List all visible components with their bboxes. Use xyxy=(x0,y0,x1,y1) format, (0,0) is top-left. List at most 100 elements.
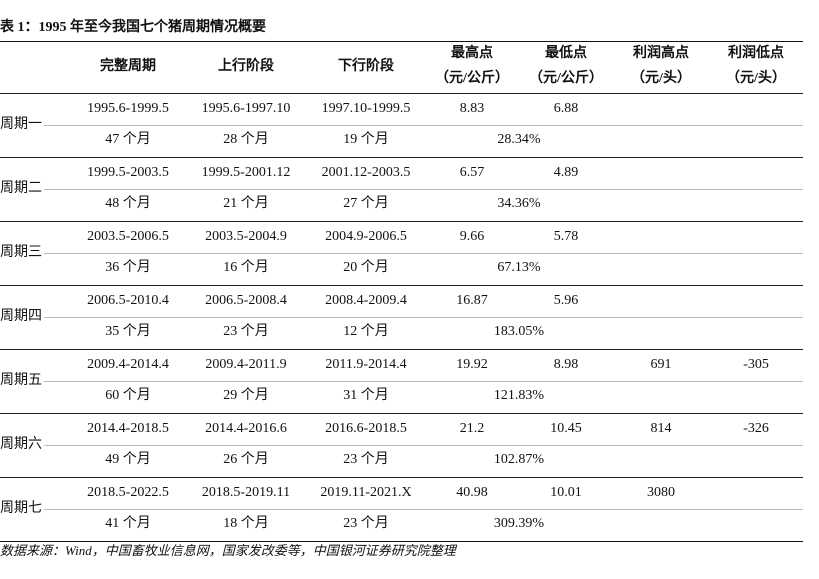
cell: 23 个月 xyxy=(343,516,389,531)
header-unit: （元/头） xyxy=(726,71,786,86)
cell: 2003.5-2006.5 xyxy=(87,229,169,244)
cell: 1995.6-1997.10 xyxy=(201,101,291,116)
rule xyxy=(44,189,803,190)
cell: 19 个月 xyxy=(343,132,389,147)
header-unit: （元/公斤） xyxy=(529,71,603,86)
rule xyxy=(0,221,803,222)
cell: 26 个月 xyxy=(223,452,269,467)
rule xyxy=(0,285,803,286)
rule xyxy=(0,477,803,478)
cell: 40.98 xyxy=(456,485,488,500)
rule xyxy=(0,413,803,414)
cell: 41 个月 xyxy=(105,516,151,531)
cell: 34.36% xyxy=(497,196,541,211)
header-unit: （元/头） xyxy=(631,71,691,86)
cell: 2009.4-2011.9 xyxy=(205,357,287,372)
cell: 2006.5-2008.4 xyxy=(205,293,287,308)
cell: 29 个月 xyxy=(223,388,269,403)
cell: 35 个月 xyxy=(105,324,151,339)
cell: 10.01 xyxy=(550,485,582,500)
cell: 67.13% xyxy=(497,260,541,275)
cell: 20 个月 xyxy=(343,260,389,275)
cycle-name: 周期四 xyxy=(0,309,42,324)
cell: 21.2 xyxy=(459,421,485,436)
cell: -326 xyxy=(743,421,769,436)
cell: 814 xyxy=(650,421,672,436)
cell: 2018.5-2019.11 xyxy=(201,485,291,500)
cycle-name: 周期二 xyxy=(0,181,42,196)
cell: 2014.4-2016.6 xyxy=(205,421,287,436)
cell: 1995.6-1999.5 xyxy=(87,101,169,116)
cell: -305 xyxy=(743,357,769,372)
rule xyxy=(44,253,803,254)
cell: 2003.5-2004.9 xyxy=(205,229,287,244)
cycle-name: 周期三 xyxy=(0,245,42,260)
rule xyxy=(44,445,803,446)
cell: 1999.5-2001.12 xyxy=(201,165,291,180)
cell: 48 个月 xyxy=(105,196,151,211)
header-label: 完整周期 xyxy=(100,59,156,74)
cell: 2001.12-2003.5 xyxy=(321,165,411,180)
cell: 12 个月 xyxy=(343,324,389,339)
cell: 4.89 xyxy=(553,165,579,180)
cell: 6.57 xyxy=(459,165,485,180)
header-label: 下行阶段 xyxy=(338,59,394,74)
header-label: 上行阶段 xyxy=(218,59,274,74)
cycle-name: 周期一 xyxy=(0,117,42,132)
cell: 2018.5-2022.5 xyxy=(87,485,169,500)
cycle-name: 周期六 xyxy=(0,437,42,452)
cell: 121.83% xyxy=(493,388,545,403)
header-label: 利润高点 xyxy=(633,46,689,61)
source-note: 数据来源：Wind，中国畜牧业信息网，国家发改委等，中国银河证券研究院整理 xyxy=(0,543,456,558)
cell: 1999.5-2003.5 xyxy=(87,165,169,180)
rule xyxy=(0,93,803,94)
cell: 309.39% xyxy=(493,516,545,531)
cell: 2011.9-2014.4 xyxy=(325,357,407,372)
cell: 16.87 xyxy=(456,293,488,308)
cell: 23 个月 xyxy=(343,452,389,467)
cell: 21 个月 xyxy=(223,196,269,211)
cell: 16 个月 xyxy=(223,260,269,275)
cell: 19.92 xyxy=(456,357,488,372)
cell: 2014.4-2018.5 xyxy=(87,421,169,436)
rule xyxy=(0,349,803,350)
cell: 1997.10-1999.5 xyxy=(321,101,411,116)
cell: 2006.5-2010.4 xyxy=(87,293,169,308)
cell: 8.98 xyxy=(553,357,579,372)
cell: 102.87% xyxy=(493,452,545,467)
cycle-name: 周期七 xyxy=(0,501,42,516)
cell: 36 个月 xyxy=(105,260,151,275)
cell: 2016.6-2018.5 xyxy=(325,421,407,436)
rule xyxy=(0,541,803,542)
cell: 691 xyxy=(650,357,672,372)
cell: 60 个月 xyxy=(105,388,151,403)
header-label: 最高点 xyxy=(451,46,493,61)
cell: 5.78 xyxy=(553,229,579,244)
cell: 5.96 xyxy=(553,293,579,308)
cell: 47 个月 xyxy=(105,132,151,147)
cell: 23 个月 xyxy=(223,324,269,339)
cell: 31 个月 xyxy=(343,388,389,403)
header-unit: （元/公斤） xyxy=(435,71,509,86)
cell: 28.34% xyxy=(497,132,541,147)
cell: 18 个月 xyxy=(223,516,269,531)
cell: 6.88 xyxy=(553,101,579,116)
cycle-name: 周期五 xyxy=(0,373,42,388)
cell: 2019.11-2021.X xyxy=(320,485,412,500)
cell: 10.45 xyxy=(550,421,582,436)
header-label: 最低点 xyxy=(545,46,587,61)
rule xyxy=(44,317,803,318)
rule xyxy=(44,125,803,126)
cell: 183.05% xyxy=(493,324,545,339)
cell: 3080 xyxy=(647,485,675,500)
cell: 8.83 xyxy=(459,101,485,116)
cell: 9.66 xyxy=(459,229,485,244)
rule xyxy=(0,157,803,158)
cell: 28 个月 xyxy=(223,132,269,147)
cell: 27 个月 xyxy=(343,196,389,211)
rule xyxy=(0,41,803,42)
cell: 2004.9-2006.5 xyxy=(325,229,407,244)
table-title: 表 1：1995 年至今我国七个猪周期情况概要 xyxy=(0,20,266,35)
cell: 2009.4-2014.4 xyxy=(87,357,169,372)
